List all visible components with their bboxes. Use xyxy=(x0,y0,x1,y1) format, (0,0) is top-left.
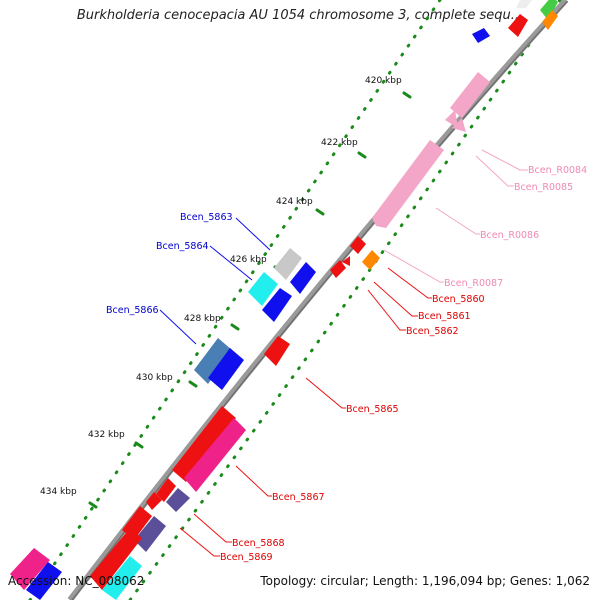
feature-Bcen-5868 xyxy=(166,488,190,512)
feature-Bcen-5865 xyxy=(264,336,290,366)
feature-Bcen-R0084 xyxy=(450,72,490,118)
gene-label-Bcen-5869: Bcen_5869 xyxy=(220,552,273,563)
gene-label-Bcen-R0084: Bcen_R0084 xyxy=(528,165,587,176)
rna-features xyxy=(372,72,490,228)
gene-label-Bcen-R0087: Bcen_R0087 xyxy=(444,278,503,289)
tick-marks xyxy=(88,91,412,509)
tick-label: 434 kbp xyxy=(40,487,77,497)
gene-label-Bcen-5865: Bcen_5865 xyxy=(346,404,399,415)
gene-label-Bcen-5860: Bcen_5860 xyxy=(432,294,485,305)
gene-label-Bcen-R0086: Bcen_R0086 xyxy=(480,230,539,241)
feature-Bcen-5864 xyxy=(248,272,278,306)
guide-dots-inner xyxy=(128,0,562,600)
feature-Bcen-5867 xyxy=(172,406,236,482)
tick-label: 424 kbp xyxy=(276,197,313,207)
gene-label-Bcen-5861: Bcen_5861 xyxy=(418,311,471,322)
tick-label: 428 kbp xyxy=(184,314,221,324)
small-features xyxy=(264,236,380,366)
gene-label-Bcen-5863: Bcen_5863 xyxy=(180,212,233,223)
chromosome-backbone xyxy=(67,0,569,600)
leader-lines-left xyxy=(159,217,271,345)
accession-text: Accession: NC_008062 xyxy=(8,574,145,588)
gene-label-Bcen-R0085: Bcen_R0085 xyxy=(514,182,573,193)
tick-label: 420 kbp xyxy=(365,76,402,86)
tick-label: 422 kbp xyxy=(321,138,358,148)
feature-Bcen-5866 xyxy=(194,338,232,384)
gene-label-Bcen-5867: Bcen_5867 xyxy=(272,492,325,503)
guide-dots-outer xyxy=(28,0,442,600)
gene-label-Bcen-5868: Bcen_5868 xyxy=(232,538,285,549)
gene-features-left xyxy=(10,248,316,600)
gene-label-Bcen-5864: Bcen_5864 xyxy=(156,241,209,252)
leader-lines-right xyxy=(179,149,528,557)
tick-label: 432 kbp xyxy=(88,430,125,440)
top-features xyxy=(472,0,558,43)
tick-label: 426 kbp xyxy=(230,255,267,265)
feature-Bcen-5869 xyxy=(134,516,166,552)
genome-summary: Topology: circular; Length: 1,196,094 bp… xyxy=(260,574,590,588)
feature-Bcen-R0086 xyxy=(372,140,444,228)
tick-label: 430 kbp xyxy=(136,373,173,383)
map-title: Burkholderia cenocepacia AU 1054 chromos… xyxy=(76,8,524,23)
gene-label-Bcen-5862: Bcen_5862 xyxy=(406,326,459,337)
gene-label-Bcen-5866: Bcen_5866 xyxy=(106,305,159,316)
feature-Bcen-5863 xyxy=(274,248,302,280)
